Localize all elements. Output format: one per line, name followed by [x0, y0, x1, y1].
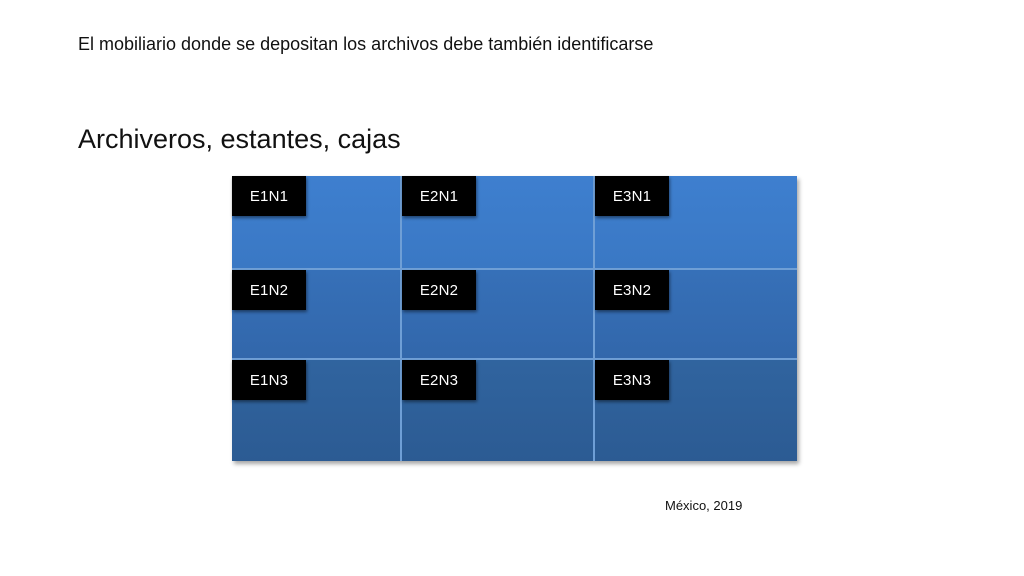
shelf-tag: E3N3	[595, 360, 669, 400]
shelf-cell-e3n1: E3N1	[595, 176, 797, 270]
shelf-cell-e2n1: E2N1	[402, 176, 595, 270]
slide-footer: México, 2019	[665, 498, 743, 513]
shelf-tag: E1N2	[232, 270, 306, 310]
shelf-grid: E1N1 E2N1 E3N1 E1N2 E2N2 E3N2 E1N3 E2N3 …	[232, 176, 797, 461]
shelf-cell-e3n3: E3N3	[595, 360, 797, 461]
shelf-tag: E1N3	[232, 360, 306, 400]
shelf-cell-e3n2: E3N2	[595, 270, 797, 360]
slide-title: Archiveros, estantes, cajas	[78, 124, 401, 154]
shelf-tag: E3N1	[595, 176, 669, 216]
shelf-tag: E2N3	[402, 360, 476, 400]
slide-subtitle: El mobiliario donde se depositan los arc…	[78, 34, 654, 54]
shelf-cell-e2n2: E2N2	[402, 270, 595, 360]
shelf-cell-e1n1: E1N1	[232, 176, 402, 270]
shelf-cell-e1n2: E1N2	[232, 270, 402, 360]
shelf-cell-e2n3: E2N3	[402, 360, 595, 461]
shelf-cell-e1n3: E1N3	[232, 360, 402, 461]
shelf-tag: E1N1	[232, 176, 306, 216]
shelf-tag: E3N2	[595, 270, 669, 310]
shelf-tag: E2N1	[402, 176, 476, 216]
shelf-tag: E2N2	[402, 270, 476, 310]
